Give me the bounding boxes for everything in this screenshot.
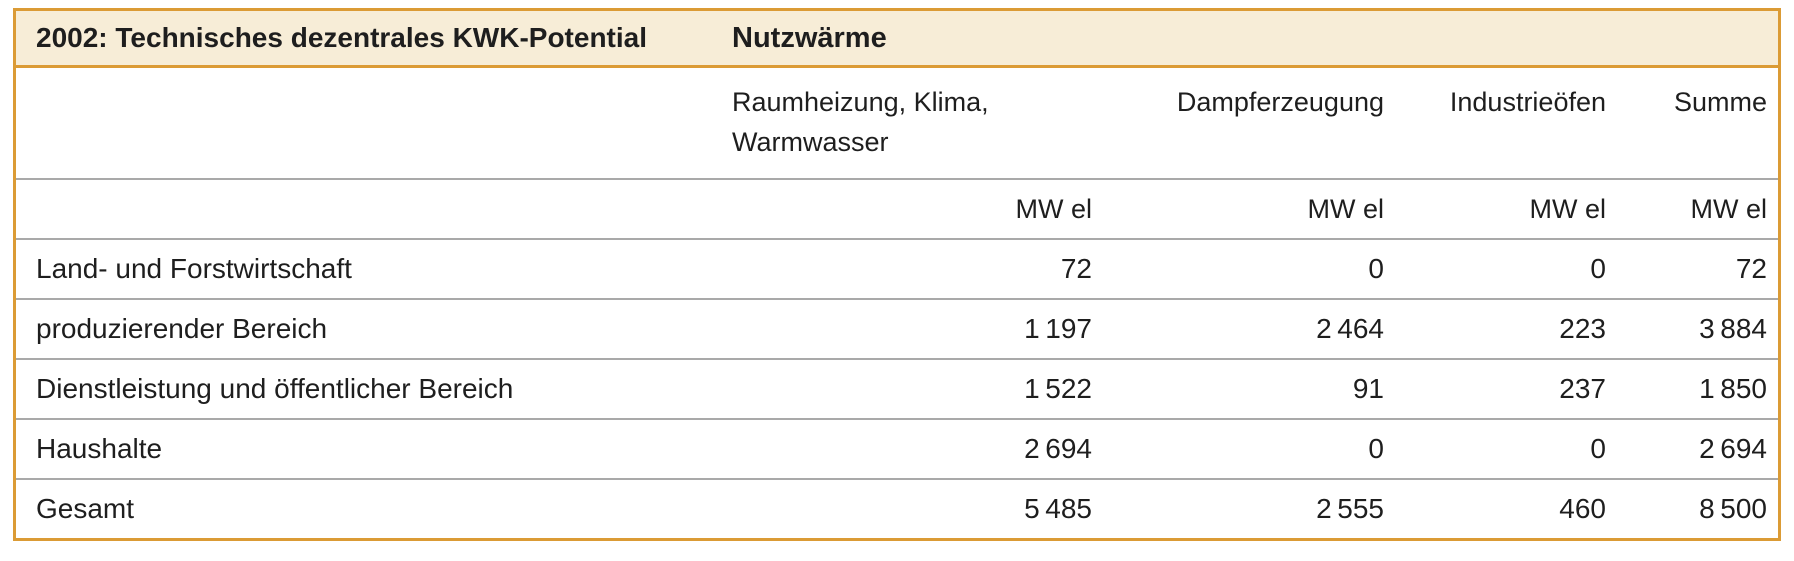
table-row-land-forstwirtschaft: Land- und Forstwirtschaft 72 0 0 72: [16, 238, 1778, 298]
column-header-row: Raumheizung, Klima, Warmwasser Dampferze…: [16, 68, 1778, 178]
cell-value: 2 694: [1699, 433, 1767, 464]
col-header-dampferzeugung: Dampferzeugung: [1176, 87, 1384, 117]
col-header-raumheizung-klima-warmwasser: Raumheizung, Klima, Warmwasser: [732, 87, 989, 157]
row-label: Haushalte: [36, 433, 163, 464]
cell-value: 72: [1060, 253, 1092, 284]
cell-value: 2 555: [1316, 493, 1384, 524]
table-row-dienstleistung-oeffentlicher-bereich: Dienstleistung und öffentlicher Bereich …: [16, 358, 1778, 418]
row-label-header-empty: [16, 68, 732, 82]
row-label: produzierender Bereich: [36, 313, 328, 344]
cell-value: 2 464: [1316, 313, 1384, 344]
cell-value: 0: [1590, 253, 1606, 284]
table-subtitle-nutzwaerme: Nutzwärme: [732, 21, 887, 54]
cell-value: 223: [1559, 313, 1606, 344]
cell-value: 72: [1735, 253, 1767, 284]
cell-value: 237: [1559, 373, 1606, 404]
unit-col-raumheizung: MW el: [1015, 193, 1093, 224]
cell-value: 0: [1368, 253, 1384, 284]
unit-col-industrieoefen: MW el: [1529, 193, 1607, 224]
cell-value: 5 485: [1024, 493, 1092, 524]
cell-value: 91: [1352, 373, 1384, 404]
table-row-gesamt: Gesamt 5 485 2 555 460 8 500: [16, 478, 1778, 538]
table-title: 2002: Technisches dezentrales KWK-Potent…: [36, 22, 647, 53]
row-label: Dienstleistung und öffentlicher Bereich: [36, 373, 514, 404]
units-row: MW el MW el MW el MW el: [16, 178, 1778, 238]
unit-col-dampferzeugung: MW el: [1307, 193, 1385, 224]
col-header-summe: Summe: [1673, 87, 1767, 117]
unit-col-summe: MW el: [1690, 193, 1768, 224]
cell-value: 0: [1590, 433, 1606, 464]
table-title-band: 2002: Technisches dezentrales KWK-Potent…: [16, 11, 1778, 68]
cell-value: 460: [1559, 493, 1606, 524]
table-row-haushalte: Haushalte 2 694 0 0 2 694: [16, 418, 1778, 478]
col-header-industrieoefen: Industrieöfen: [1449, 87, 1606, 117]
table-row-produzierender-bereich: produzierender Bereich 1 197 2 464 223 3…: [16, 298, 1778, 358]
cell-value: 1 522: [1024, 373, 1092, 404]
cell-value: 0: [1368, 433, 1384, 464]
cell-value: 1 850: [1699, 373, 1767, 404]
cell-value: 2 694: [1024, 433, 1092, 464]
kwk-potential-table: 2002: Technisches dezentrales KWK-Potent…: [13, 8, 1781, 541]
cell-value: 8 500: [1699, 493, 1767, 524]
cell-value: 1 197: [1024, 313, 1092, 344]
row-label: Gesamt: [36, 493, 135, 524]
row-label: Land- und Forstwirtschaft: [36, 253, 352, 284]
cell-value: 3 884: [1699, 313, 1767, 344]
